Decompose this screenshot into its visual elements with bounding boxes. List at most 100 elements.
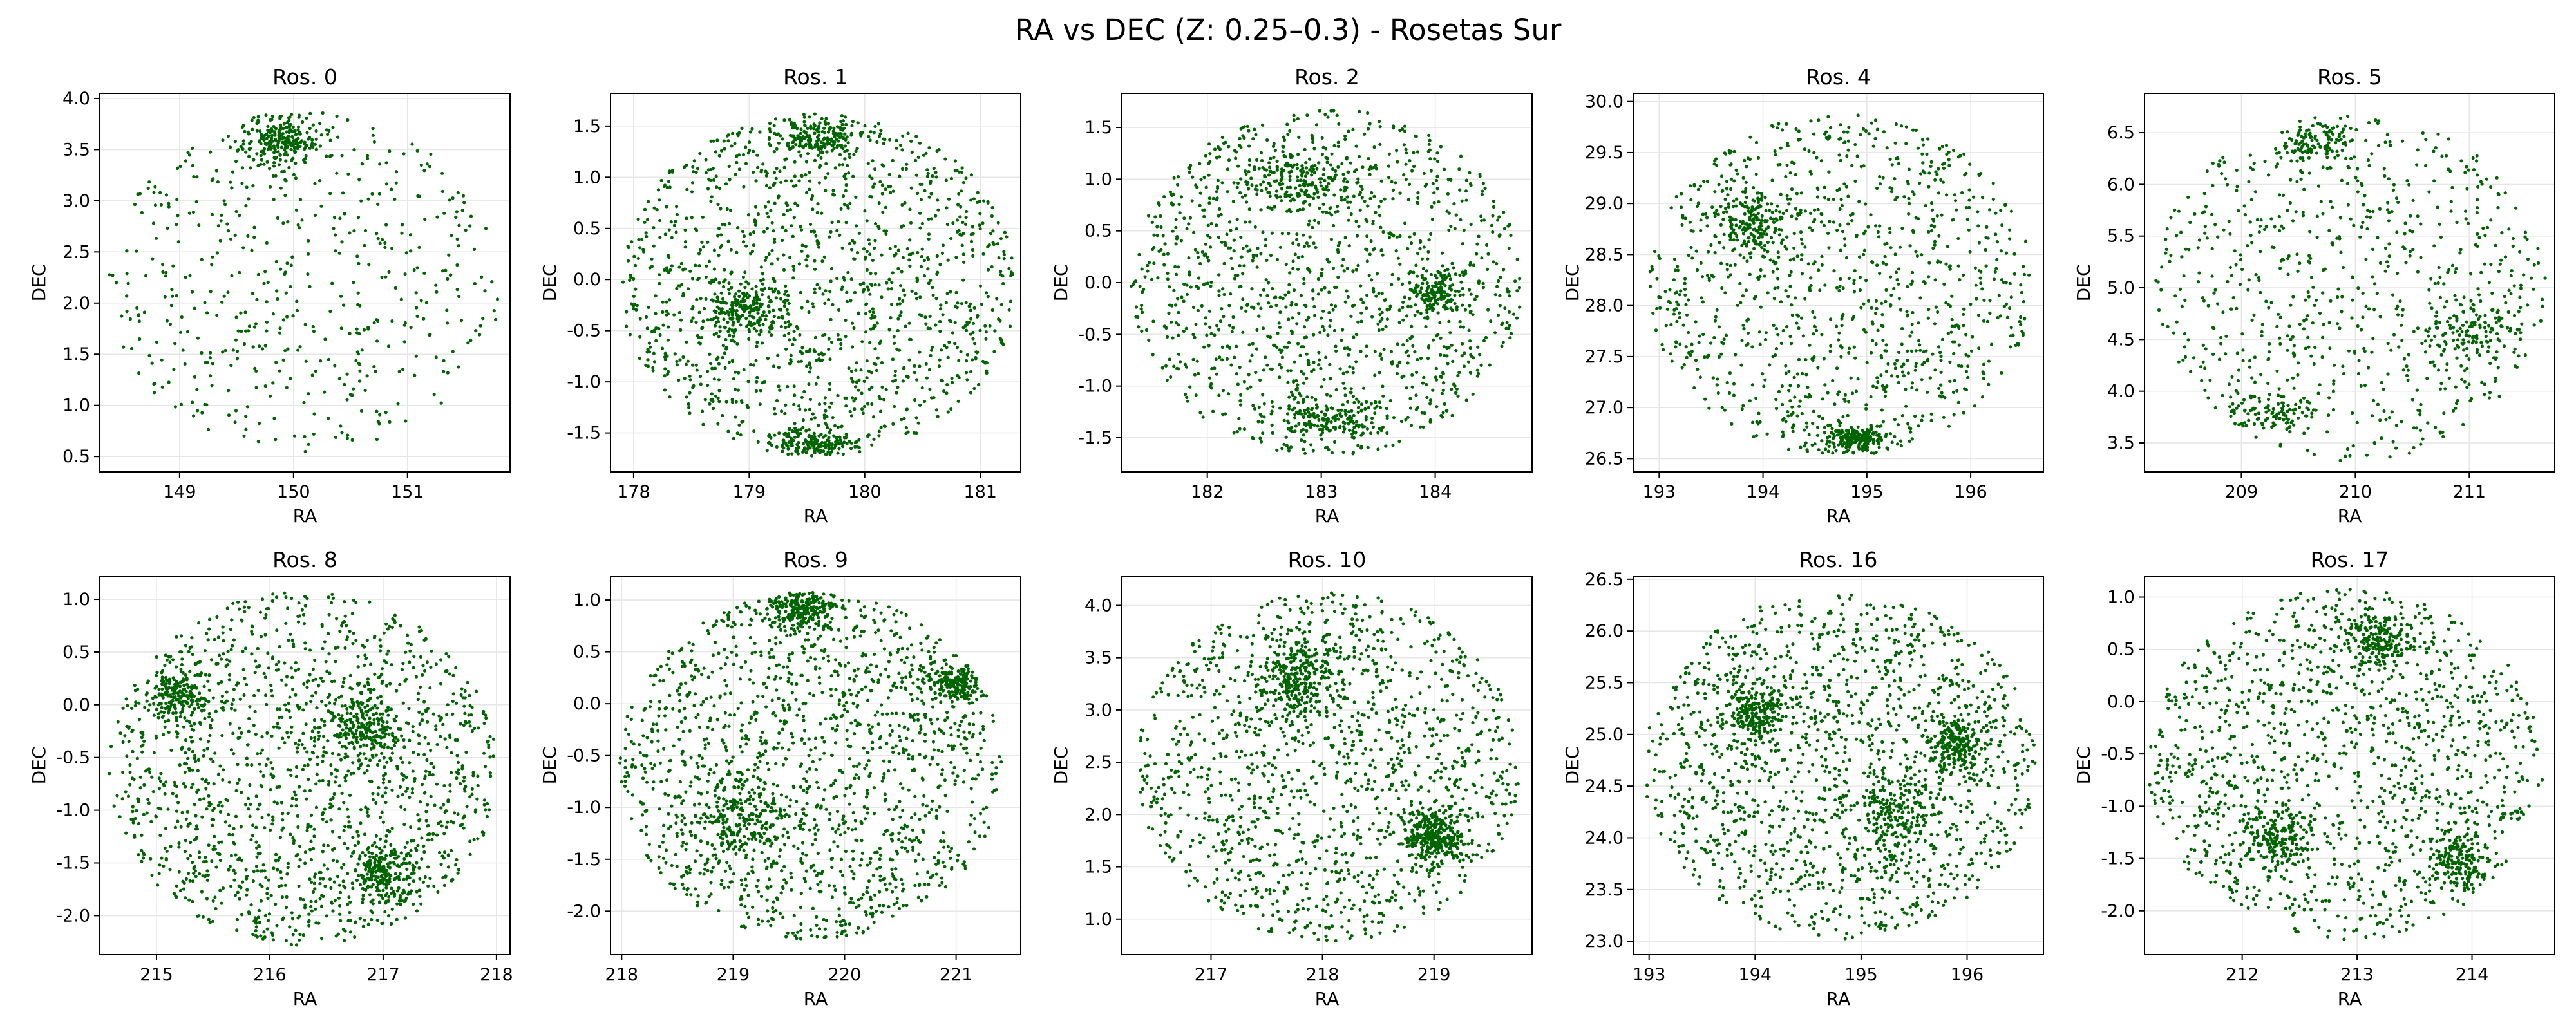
data-point <box>998 319 1002 323</box>
data-point <box>1195 284 1198 288</box>
data-point <box>279 126 283 129</box>
data-point <box>378 241 382 245</box>
data-point <box>945 222 949 227</box>
data-point <box>1395 371 1399 375</box>
data-point <box>1301 207 1305 211</box>
data-point <box>1259 252 1263 256</box>
data-point <box>1739 363 1743 367</box>
data-point <box>1423 411 1426 415</box>
data-point <box>1184 326 1188 330</box>
data-point <box>694 171 698 174</box>
data-point <box>455 210 459 214</box>
data-point <box>1899 444 1903 448</box>
data-point <box>296 348 300 352</box>
data-point <box>146 186 150 190</box>
data-point <box>375 232 379 236</box>
data-point <box>1438 321 1442 324</box>
data-point <box>800 249 804 253</box>
data-point <box>1979 281 1983 285</box>
data-point <box>829 137 833 141</box>
data-point <box>826 130 830 134</box>
data-point <box>627 259 630 263</box>
data-point <box>1320 316 1323 320</box>
data-point <box>1365 400 1368 404</box>
data-point <box>1356 320 1360 324</box>
data-point <box>1698 375 1702 379</box>
data-point <box>175 223 178 227</box>
data-point <box>251 345 255 349</box>
data-point <box>1278 295 1282 299</box>
data-point <box>1172 364 1176 368</box>
data-point <box>730 301 734 304</box>
data-point <box>1188 167 1191 171</box>
data-point <box>256 440 260 444</box>
data-point <box>1995 258 1999 262</box>
data-point <box>1454 272 1457 276</box>
data-point <box>782 165 786 169</box>
data-point <box>1764 331 1768 335</box>
data-point <box>736 319 740 323</box>
data-point <box>1440 251 1444 255</box>
data-point <box>1349 161 1352 165</box>
data-point <box>765 227 769 230</box>
data-point <box>1391 188 1395 192</box>
data-point <box>307 239 310 243</box>
data-point <box>393 286 397 290</box>
data-point <box>647 341 652 345</box>
data-point <box>1183 362 1187 366</box>
data-point <box>1247 343 1251 347</box>
data-point <box>1238 136 1242 140</box>
data-point <box>817 424 820 427</box>
data-point <box>1288 271 1292 275</box>
data-point <box>802 446 807 450</box>
data-point <box>844 404 848 408</box>
data-point <box>1410 335 1414 339</box>
data-point <box>741 230 745 234</box>
data-point <box>683 240 688 244</box>
data-point <box>799 154 803 158</box>
data-point <box>1270 170 1274 174</box>
data-point <box>256 272 260 276</box>
data-point <box>853 440 857 444</box>
data-point <box>880 385 884 389</box>
data-point <box>1304 304 1308 308</box>
data-point <box>797 445 800 449</box>
data-point <box>272 147 276 151</box>
data-point <box>884 187 887 191</box>
data-point <box>1402 374 1406 378</box>
data-point <box>1938 351 1942 355</box>
data-point <box>1426 257 1430 261</box>
data-point <box>777 308 781 312</box>
data-point <box>798 333 802 337</box>
data-point <box>920 254 923 259</box>
data-point <box>630 240 634 244</box>
data-point <box>829 401 833 405</box>
data-point <box>850 124 854 127</box>
data-point <box>849 370 853 373</box>
data-point <box>1185 283 1189 287</box>
data-point <box>122 345 126 349</box>
data-point <box>707 259 712 263</box>
data-point <box>1171 336 1175 340</box>
data-point <box>1287 395 1291 399</box>
data-point <box>279 186 283 190</box>
data-point <box>683 377 687 380</box>
data-point <box>755 375 759 379</box>
data-point <box>268 167 272 171</box>
data-point <box>673 352 677 356</box>
data-point <box>1343 346 1347 350</box>
data-point <box>786 384 790 389</box>
data-point <box>1303 147 1307 151</box>
data-point <box>285 261 289 265</box>
data-point <box>860 391 864 395</box>
data-point <box>1164 364 1168 368</box>
data-point <box>716 319 721 324</box>
data-point <box>1403 221 1407 225</box>
data-point <box>732 309 736 313</box>
data-point <box>711 299 715 303</box>
data-point <box>1235 185 1239 189</box>
data-point <box>969 317 973 321</box>
data-point <box>1251 254 1255 258</box>
data-point <box>1826 449 1830 453</box>
data-point <box>1452 202 1456 206</box>
